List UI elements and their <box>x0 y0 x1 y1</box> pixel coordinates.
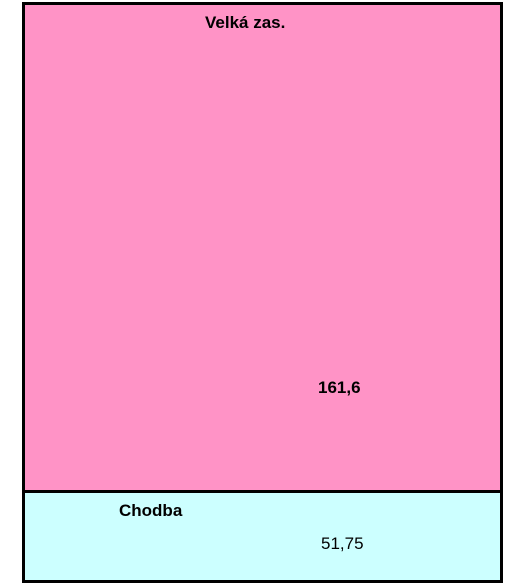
room-hall: Velká zas. 161,6 <box>22 2 503 493</box>
room-area: 161,6 <box>318 378 361 397</box>
room-area: 51,75 <box>321 534 364 553</box>
room-corridor: Chodba 51,75 <box>22 490 503 583</box>
room-name: Chodba <box>119 501 183 520</box>
room-name: Velká zas. <box>205 13 286 32</box>
